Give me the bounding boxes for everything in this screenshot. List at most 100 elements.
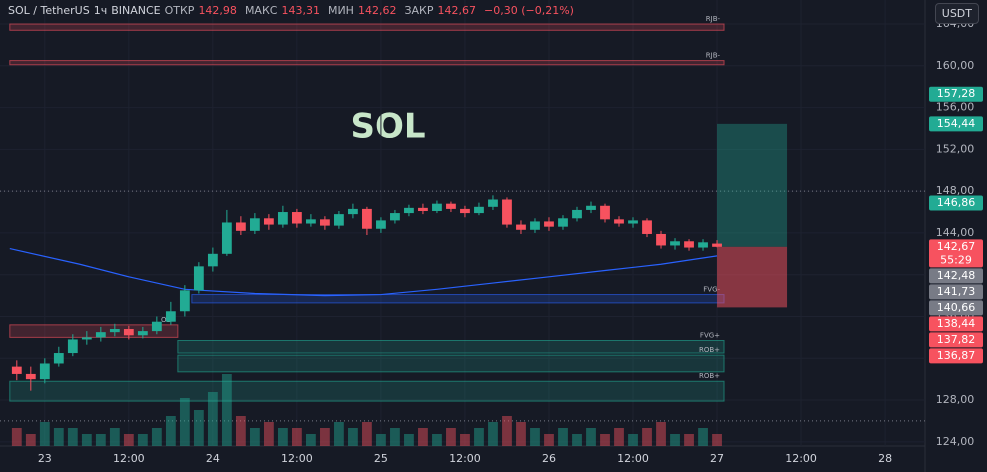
candle-body [249,218,260,231]
price-badge-label: 140,66 [937,301,976,314]
x-tick-label: 12:00 [113,452,145,465]
volume-bar [193,410,204,446]
candle-body [235,222,246,231]
price-badge [929,316,983,332]
volume-bar [291,428,302,446]
volume-bar [516,422,526,446]
volume-bar [277,428,288,446]
volume-bar [586,428,596,446]
y-tick-label: 128,00 [936,393,975,406]
volume-bar [235,416,246,446]
volume-bar [334,422,344,446]
price-badge-label: 142,67 [937,240,976,253]
price-badge-label: 157,28 [937,87,976,100]
candle-body [193,266,204,291]
x-tick-label: 12:00 [449,452,481,465]
zone-label: FVG- [703,286,720,294]
price-badge [929,348,983,364]
legend-bar: SOL / TetherUS 1ч BINANCE ОТКР 142,98 МАК… [8,4,578,17]
candle-body [670,241,680,246]
zone [9,380,725,402]
currency-button[interactable]: USDT [934,3,979,24]
change: −0,30 (−0,21%) [483,4,574,17]
candle-body [95,332,106,338]
y-tick-label: 152,00 [936,142,975,155]
candle-body [404,207,414,214]
candle-body [67,339,78,354]
zone-label: FVG+ [700,332,720,340]
zone-label: RJB- [706,52,721,60]
candle-body [11,366,22,374]
candle-body [488,199,498,207]
candle-body [376,220,386,229]
volume-bar [376,434,386,446]
zone [191,294,725,304]
volume-bar [362,422,372,446]
ohlc-label: МАКС [244,4,278,17]
volume-bar [460,434,470,446]
price-badge-label: 138,44 [937,317,976,330]
candle-body [446,203,456,209]
candle-body [179,290,190,312]
countdown: 55:29 [940,253,972,266]
price-badge-label: 142,48 [937,269,976,282]
x-tick-label: 24 [206,452,220,465]
x-tick-label: 12:00 [785,452,817,465]
ohlc-value: 142,98 [198,4,237,17]
volume-bar [558,428,568,446]
x-tick-label: 27 [710,452,724,465]
ohlc-label: ЗАКР [404,4,434,17]
volume-bar [137,434,148,446]
candle-body [320,219,330,226]
volume-bar [179,398,190,446]
ohlc-label: ОТКР [164,4,195,17]
y-tick-label: 148,00 [936,184,975,197]
candle-body [263,218,274,225]
volume-bar [502,416,512,446]
candle-body [207,253,218,267]
x-tick-label: 12:00 [281,452,313,465]
ohlc-value: 142,67 [437,4,476,17]
volume-bar [544,434,554,446]
volume-bar [684,434,694,446]
candle-body [348,208,358,215]
volume-bar [572,434,582,446]
zone [9,324,179,338]
candle-body [698,242,708,248]
candle-body [614,219,624,224]
price-badge [929,239,983,268]
zone [177,354,725,373]
zone [177,340,725,354]
y-tick-label: 124,00 [936,435,975,448]
volume-bar [25,434,36,446]
volume-bar [600,434,610,446]
y-tick-label: 156,00 [936,101,975,114]
candle-body [418,207,428,211]
volume-bar [390,428,400,446]
symbol: SOL / TetherUS [8,4,90,17]
candle-body [123,329,134,336]
price-badge [929,268,983,284]
volume-bar [614,428,624,446]
zone-label: ROB+ [699,372,720,380]
price-badge [929,332,983,348]
candle-body [25,373,36,380]
price-badge [929,284,983,300]
candle-body [544,221,554,227]
candle-body [530,221,540,230]
price-badge [929,116,983,132]
stop-zone [717,246,788,308]
candle-body [109,329,120,333]
y-tick-label: 144,00 [936,226,975,239]
price-badge-label: 137,82 [937,333,976,346]
zone [9,23,725,31]
volume-bar [404,434,414,446]
volume-bar [67,428,78,446]
volume-bar [207,392,218,446]
x-tick-label: 25 [374,452,388,465]
volume-bar [39,422,50,446]
volume-bar [530,428,540,446]
candle-body [642,220,652,234]
